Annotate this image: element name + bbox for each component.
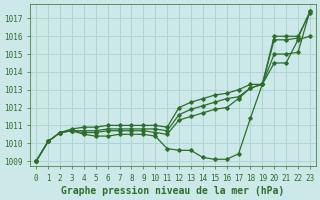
X-axis label: Graphe pression niveau de la mer (hPa): Graphe pression niveau de la mer (hPa) [61,186,285,196]
